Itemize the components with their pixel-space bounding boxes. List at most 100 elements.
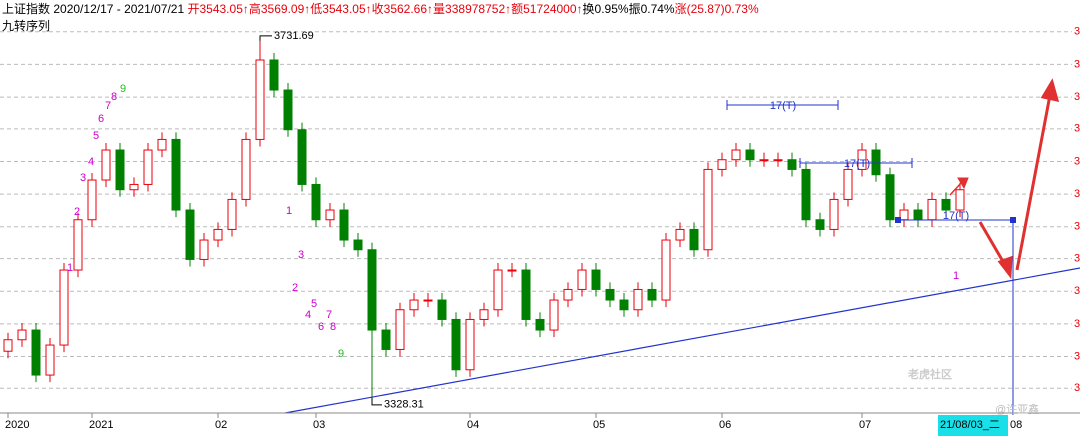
t-label: 17(T)	[943, 210, 969, 222]
y-tick-label: 3485	[1074, 252, 1080, 264]
candle-body	[157, 138, 167, 151]
stat: 低3543.05↑	[310, 2, 372, 16]
candle-body	[185, 209, 195, 260]
td-label: 4	[305, 309, 311, 321]
candle-body	[535, 318, 545, 331]
candle-body	[59, 269, 69, 346]
candle-body	[353, 239, 363, 251]
td-label: 5	[93, 130, 99, 142]
candle-body	[479, 309, 489, 320]
candle-body	[283, 89, 293, 131]
high-pointer	[259, 35, 272, 41]
stat: 量338978752↑	[433, 2, 512, 16]
arrow	[949, 181, 963, 196]
candle-body	[549, 299, 559, 331]
y-tick-label: 3632	[1074, 123, 1080, 135]
candle-body	[927, 198, 937, 221]
candle-body	[213, 228, 223, 241]
candle-body	[941, 198, 951, 211]
candle-body	[227, 198, 237, 230]
candle-body	[521, 269, 531, 320]
td-label: 7	[326, 309, 332, 321]
x-tick-label: 04	[467, 419, 479, 431]
arrow	[978, 221, 1007, 266]
td-label: 4	[88, 156, 94, 168]
arrows	[949, 78, 1060, 280]
td-label: 5	[311, 298, 317, 310]
candle-body	[31, 329, 41, 376]
header: 上证指数 2020/12/17 - 2021/07/21 开3543.05↑高3…	[2, 2, 759, 16]
low-label: 3328.31	[384, 399, 424, 411]
cursor-date: 21/08/03_二	[940, 419, 1000, 431]
x-tick-label: 05	[593, 419, 605, 431]
handle	[1010, 217, 1016, 223]
td-label: 6	[318, 321, 324, 333]
candle-body	[857, 149, 867, 170]
t-boxes	[726, 100, 1014, 415]
stat: 换0.95%	[582, 2, 629, 16]
td-label: 9	[120, 83, 126, 95]
cursor-date-box	[938, 415, 1008, 436]
candle-body	[339, 209, 349, 241]
x-tick-label: 02	[215, 419, 227, 431]
candle-body	[661, 239, 671, 301]
candle-body	[297, 129, 307, 185]
candle-body	[745, 149, 755, 161]
candle-body	[619, 299, 629, 311]
y-tick-label: 3521	[1074, 221, 1080, 233]
y-tick-label: 3742	[1074, 26, 1080, 38]
candle-body	[409, 299, 419, 311]
candle-body	[493, 269, 503, 311]
td-label: 3	[298, 249, 304, 261]
t-box	[726, 100, 839, 110]
candle-body	[787, 159, 797, 170]
candle-body	[101, 149, 111, 181]
candle-body	[87, 179, 97, 221]
candle-body	[129, 183, 139, 191]
y-tick-label: 3411	[1074, 318, 1080, 330]
td-label: 6	[98, 113, 104, 125]
watermark-user: @许亚鑫	[995, 402, 1039, 416]
y-tick-label: 3448	[1074, 285, 1080, 297]
t-label: 17(T)	[844, 158, 870, 170]
candle-body	[591, 269, 601, 290]
candle-body	[647, 288, 657, 301]
watermark: 老虎社区	[907, 367, 952, 381]
candle-body	[241, 138, 251, 200]
td-label: 3	[80, 172, 86, 184]
x-tick-label: 07	[859, 419, 871, 431]
candle-body	[45, 344, 55, 376]
candle-body	[899, 209, 909, 221]
stat: 涨(25.87)0.73%	[674, 2, 759, 16]
candle-body	[689, 228, 699, 251]
arrow-head	[1040, 78, 1060, 102]
candle-body	[311, 183, 321, 221]
candle-body	[381, 329, 391, 350]
plot: 3742370536683632359535583521348534483411…	[0, 26, 1080, 431]
date-range: 2020/12/17 - 2021/07/21	[53, 2, 185, 16]
y-tick-label: 3338	[1074, 382, 1080, 394]
x-tick-label: 06	[719, 419, 731, 431]
candle-body	[325, 209, 335, 221]
candle-body	[605, 288, 615, 301]
candle-body	[843, 168, 853, 200]
candle-body	[423, 299, 433, 302]
y-tick-label: 3705	[1074, 58, 1080, 70]
candle-body	[633, 288, 643, 311]
candle-body	[171, 138, 181, 211]
candle-body	[773, 159, 783, 162]
t-box	[799, 158, 913, 168]
td-label: 2	[74, 206, 80, 218]
stat: 高3569.09↑	[248, 2, 311, 16]
td-label: 8	[111, 91, 117, 103]
td-label: 1	[953, 270, 959, 282]
candle-body	[577, 269, 587, 290]
td-label: 8	[330, 321, 336, 333]
candle-body	[269, 59, 279, 91]
stat: 额51724000↑	[511, 2, 583, 16]
arrow	[1015, 94, 1052, 271]
candle-body	[731, 149, 741, 161]
candle-body	[955, 189, 965, 211]
